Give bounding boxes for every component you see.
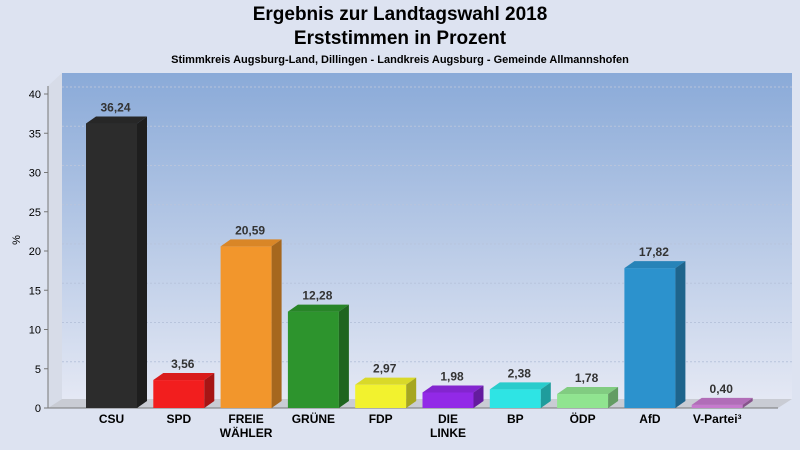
bar-top	[489, 382, 551, 390]
bar-top	[355, 377, 417, 385]
value-label: 20,59	[235, 223, 265, 237]
bar-top	[422, 385, 484, 393]
value-label: 1,78	[575, 371, 599, 385]
bar-csu	[86, 116, 147, 409]
bar-spd	[153, 373, 215, 408]
value-label: 2,38	[508, 366, 532, 380]
y-tick-label: 0	[35, 403, 41, 415]
value-label: 17,82	[639, 245, 669, 259]
bar-side	[271, 239, 282, 408]
bar-top	[557, 387, 619, 395]
category-label: DIE	[438, 412, 458, 426]
bar-top	[153, 373, 215, 381]
bar-bp	[489, 382, 551, 408]
bar-front	[489, 389, 541, 408]
chart-title: Ergebnis zur Landtagswahl 2018	[252, 4, 548, 25]
bar-front	[422, 392, 474, 408]
bar-top	[287, 304, 349, 312]
bar-side	[540, 382, 551, 408]
bar-top	[86, 116, 147, 124]
bar-front	[691, 404, 743, 408]
bar-side	[742, 397, 753, 408]
bar-freie-wähler	[220, 239, 282, 408]
value-label: 12,28	[302, 289, 332, 303]
category-label: CSU	[99, 412, 124, 426]
bar-v-partei³	[691, 397, 753, 408]
bar-afd	[624, 261, 686, 408]
bar-side	[608, 387, 619, 408]
y-tick-label: 30	[29, 168, 41, 180]
plot-side-wall	[48, 73, 62, 408]
chart-subtitle: Erststimmen in Prozent	[293, 28, 507, 49]
category-label: BP	[507, 412, 524, 426]
bar-front	[86, 123, 137, 409]
bar-top	[220, 239, 282, 247]
y-tick-label: 25	[29, 207, 41, 219]
value-label: 36,24	[100, 101, 130, 115]
category-label: LINKE	[430, 426, 466, 440]
category-label: V-Partei³	[693, 412, 742, 426]
bar-side	[675, 261, 686, 408]
y-tick-label: 15	[29, 285, 41, 297]
category-label: WÄHLER	[220, 425, 273, 440]
bar-front	[220, 246, 272, 408]
bar-front	[557, 394, 609, 408]
y-tick-label: 10	[29, 325, 41, 337]
bar-fdp	[355, 377, 417, 408]
bar-front	[287, 311, 339, 408]
value-label: 1,98	[440, 369, 464, 383]
value-label: 2,97	[373, 362, 397, 376]
chart-caption: Stimmkreis Augsburg-Land, Dillingen - La…	[171, 54, 629, 66]
category-label: SPD	[166, 412, 191, 426]
category-label: ÖDP	[570, 411, 596, 426]
bar-front	[624, 268, 676, 408]
y-tick-label: 35	[29, 128, 41, 140]
value-label: 3,56	[171, 357, 195, 371]
bar-front	[153, 380, 205, 408]
category-label: FREIE	[228, 412, 263, 426]
category-label: AfD	[639, 412, 661, 426]
category-label: FDP	[369, 412, 393, 426]
bar-front	[355, 384, 407, 408]
bar-ödp	[557, 387, 619, 408]
bar-die-linke	[422, 385, 484, 408]
y-axis-label: %	[11, 235, 23, 245]
bar-side	[204, 373, 215, 408]
y-tick-label: 40	[29, 89, 41, 101]
y-tick-label: 20	[29, 246, 41, 258]
bar-side	[338, 304, 349, 408]
bar-grüne	[287, 304, 349, 408]
bar-top	[624, 261, 686, 269]
y-tick-label: 5	[35, 364, 41, 376]
bar-side	[137, 116, 147, 409]
value-label: 0,40	[710, 382, 734, 396]
category-label: GRÜNE	[292, 411, 335, 426]
bar-side	[406, 377, 417, 408]
bar-side	[473, 385, 484, 408]
bar-top	[691, 397, 753, 405]
